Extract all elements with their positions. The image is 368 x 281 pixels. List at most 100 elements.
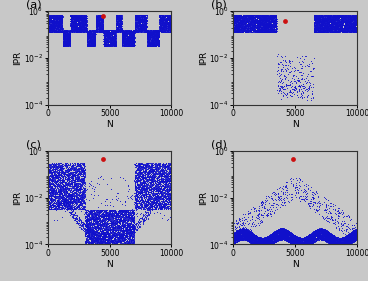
Point: [301, 102, 307, 107]
Point: [280, 102, 286, 107]
Point: [61, 43, 67, 47]
Point: [72, 29, 78, 33]
Point: [107, 238, 113, 243]
Point: [329, 239, 335, 243]
Point: [321, 20, 327, 24]
Point: [149, 163, 155, 167]
Point: [67, 189, 73, 193]
Point: [340, 239, 346, 243]
Point: [350, 15, 356, 19]
Point: [78, 13, 84, 18]
Point: [315, 234, 321, 239]
Point: [322, 237, 328, 241]
Point: [139, 17, 145, 21]
Point: [101, 42, 107, 46]
Point: [320, 29, 326, 33]
Point: [289, 234, 295, 238]
Point: [333, 25, 339, 30]
Point: [327, 233, 333, 237]
Point: [294, 241, 300, 246]
Point: [73, 184, 79, 189]
Point: [342, 21, 348, 25]
Point: [246, 13, 252, 17]
Point: [120, 234, 125, 239]
Point: [131, 227, 137, 232]
Point: [62, 168, 68, 173]
Point: [306, 234, 312, 238]
Point: [61, 201, 67, 206]
Point: [242, 233, 248, 238]
Point: [165, 30, 171, 34]
Point: [291, 242, 297, 247]
Point: [58, 21, 64, 26]
Point: [78, 13, 84, 18]
Point: [329, 25, 335, 29]
Point: [256, 241, 262, 246]
Point: [62, 196, 68, 200]
Point: [341, 15, 347, 20]
Point: [110, 215, 116, 220]
Point: [79, 192, 85, 196]
Point: [82, 17, 88, 21]
Point: [98, 231, 104, 236]
Point: [112, 29, 118, 34]
Point: [339, 24, 345, 28]
Point: [57, 192, 63, 196]
Point: [103, 224, 109, 228]
Point: [346, 29, 352, 33]
Point: [109, 34, 114, 38]
Point: [59, 24, 64, 29]
Point: [247, 237, 252, 241]
Point: [287, 102, 293, 107]
Point: [70, 20, 76, 25]
Point: [244, 25, 250, 29]
Point: [47, 180, 53, 185]
Point: [108, 212, 114, 217]
Point: [267, 239, 273, 243]
Point: [345, 13, 351, 17]
Point: [309, 232, 315, 236]
Point: [321, 228, 327, 233]
Point: [245, 238, 251, 243]
Point: [323, 214, 329, 218]
Point: [334, 242, 340, 247]
Point: [157, 22, 163, 27]
Point: [123, 237, 129, 241]
Point: [245, 233, 251, 237]
Point: [243, 230, 249, 234]
Point: [93, 18, 99, 22]
Point: [335, 242, 341, 247]
Point: [258, 237, 264, 242]
Point: [234, 16, 240, 21]
Point: [334, 19, 340, 23]
Point: [86, 210, 92, 214]
Point: [155, 41, 161, 45]
Point: [237, 231, 243, 235]
Point: [294, 241, 300, 246]
Point: [335, 235, 340, 240]
Point: [250, 236, 256, 241]
Point: [78, 28, 84, 32]
Point: [49, 29, 55, 33]
Point: [304, 236, 310, 241]
Point: [311, 29, 317, 33]
Point: [93, 235, 99, 240]
Point: [70, 205, 76, 209]
Point: [52, 17, 58, 21]
Point: [341, 242, 347, 247]
Point: [102, 34, 108, 38]
Point: [114, 30, 120, 34]
Point: [256, 28, 262, 32]
Point: [69, 185, 75, 190]
Point: [314, 235, 320, 240]
Point: [240, 25, 245, 30]
Point: [95, 16, 101, 21]
Point: [100, 25, 106, 29]
Point: [266, 30, 272, 34]
Point: [127, 221, 133, 226]
Point: [336, 242, 342, 247]
Point: [258, 200, 263, 204]
Point: [144, 43, 150, 48]
Point: [87, 230, 93, 234]
Point: [319, 21, 325, 26]
